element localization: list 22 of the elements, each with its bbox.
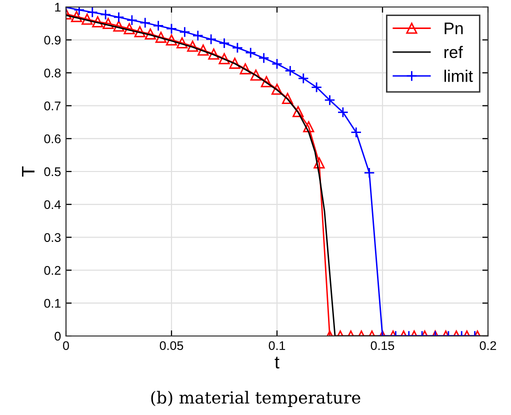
x-tick-label: 0.1 xyxy=(268,341,286,350)
y-tick-label: 0.2 xyxy=(44,266,61,275)
legend-label: ref xyxy=(444,46,463,58)
y-tick-label: 0 xyxy=(54,332,61,341)
y-tick-label: 0.5 xyxy=(44,167,61,176)
x-tick-label: 0.2 xyxy=(480,341,496,350)
x-tick-label: 0.05 xyxy=(160,341,184,350)
y-tick-label: 0.8 xyxy=(44,68,61,78)
y-tick-label: 0.1 xyxy=(44,298,61,308)
y-tick-label: 1 xyxy=(55,2,61,12)
y-tick-label: 0.3 xyxy=(44,233,61,242)
legend-label: Pn xyxy=(444,22,463,34)
y-tick-label: 0.9 xyxy=(44,36,61,45)
y-tick-label: 0.6 xyxy=(44,134,61,144)
x-tick-label: 0 xyxy=(63,341,69,350)
legend-label: limit xyxy=(444,70,473,82)
y-axis-title: T xyxy=(22,166,34,177)
y-tick-label: 0.7 xyxy=(44,102,61,110)
y-tick-label: 0.4 xyxy=(44,200,61,210)
x-axis-title: t xyxy=(274,356,280,369)
x-tick-label: 0.15 xyxy=(370,341,394,350)
text: (b) material temperature xyxy=(151,390,360,407)
